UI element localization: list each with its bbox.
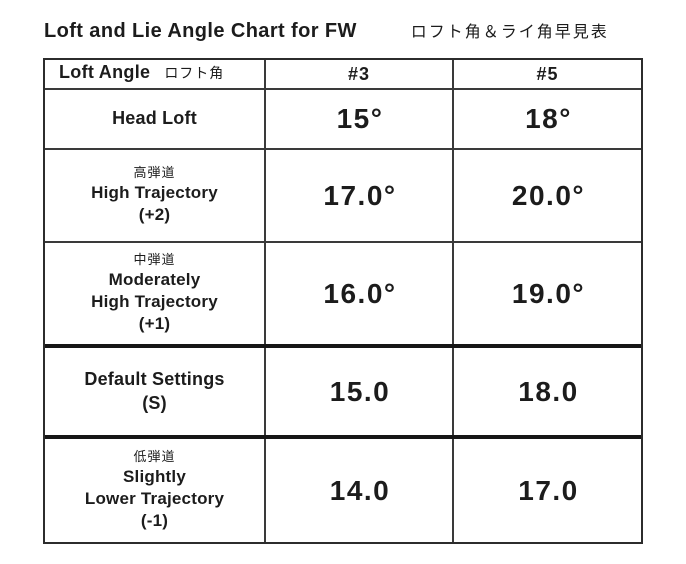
header-col-3: #3 [266, 60, 454, 88]
value-5-cell: 18° [454, 90, 641, 148]
row-label-cell: 中弾道 Moderately High Trajectory (+1) [45, 243, 266, 344]
row-label-cell: 低弾道 Slightly Lower Trajectory (-1) [45, 439, 266, 542]
value-3-cell: 16.0° [266, 243, 454, 344]
table-row-high-trajectory: 高弾道 High Trajectory (+2) 17.0° 20.0° [45, 150, 641, 243]
value-5: 18.0 [518, 375, 579, 407]
value-3: 16.0° [323, 277, 397, 309]
value-5: 19.0° [511, 277, 586, 309]
row-label-jp: 高弾道 [133, 164, 176, 180]
row-label-jp: 低弾道 [133, 448, 176, 464]
row-label-line: Default Settings [84, 369, 225, 390]
value-3: 14.0 [329, 474, 391, 506]
row-label-line: Lower Trajectory [84, 488, 225, 508]
value-5-cell: 17.0 [454, 439, 641, 542]
value-3: 15° [336, 103, 384, 134]
value-3: 17.0° [323, 179, 397, 211]
value-5: 20.0° [511, 179, 586, 211]
header-loft-angle-cell: Loft Angle ロフト角 [45, 60, 266, 88]
page-subtitle-jp: ロフト角＆ライ角早見表 [410, 24, 609, 41]
page-title: Loft and Lie Angle Chart for FW [44, 20, 357, 42]
header-loft-angle-label: Loft Angle [59, 62, 151, 82]
header-col-5: #5 [536, 63, 559, 84]
table-row-head-loft: Head Loft 15° 18° [45, 90, 641, 150]
row-label-line: Slightly [123, 466, 186, 486]
row-label-line: (-1) [140, 510, 169, 530]
row-label-cell: 高弾道 High Trajectory (+2) [45, 150, 266, 241]
row-label-line: High Trajectory [91, 182, 218, 202]
table-row-moderately-high-trajectory: 中弾道 Moderately High Trajectory (+1) 16.0… [45, 243, 641, 348]
row-label-jp: 中弾道 [133, 251, 176, 267]
value-5: 18° [525, 103, 572, 134]
table-header-row: Loft Angle ロフト角 #3 #5 [45, 60, 641, 90]
value-3-cell: 14.0 [266, 439, 454, 542]
row-label-line: (+2) [138, 204, 171, 224]
row-label-line: High Trajectory [91, 291, 218, 311]
value-3-cell: 15.0 [266, 348, 454, 435]
value-3-cell: 17.0° [266, 150, 454, 241]
titlebar: Loft and Lie Angle Chart for FW ロフト角＆ライ角… [44, 18, 644, 43]
row-label-line: Moderately [108, 269, 201, 289]
table-row-default-settings: Default Settings (S) 15.0 18.0 [45, 348, 641, 439]
value-3-cell: 15° [266, 90, 454, 148]
value-5-cell: 19.0° [454, 243, 641, 344]
header-loft-angle-label-jp: ロフト角 [164, 65, 225, 81]
value-5: 17.0 [518, 474, 579, 506]
row-label-line: (+1) [138, 313, 171, 333]
value-5-cell: 18.0 [454, 348, 641, 435]
row-label-line: (S) [142, 392, 167, 413]
value-5-cell: 20.0° [454, 150, 641, 241]
row-label-line: Head Loft [112, 108, 197, 129]
row-label-cell: Head Loft [45, 90, 266, 148]
table-row-slightly-lower-trajectory: 低弾道 Slightly Lower Trajectory (-1) 14.0 … [45, 439, 641, 542]
value-3: 15.0 [329, 375, 391, 407]
loft-lie-angle-table: Loft Angle ロフト角 #3 #5 Head Loft 15° 18° … [43, 58, 643, 544]
row-label-cell: Default Settings (S) [45, 348, 266, 435]
